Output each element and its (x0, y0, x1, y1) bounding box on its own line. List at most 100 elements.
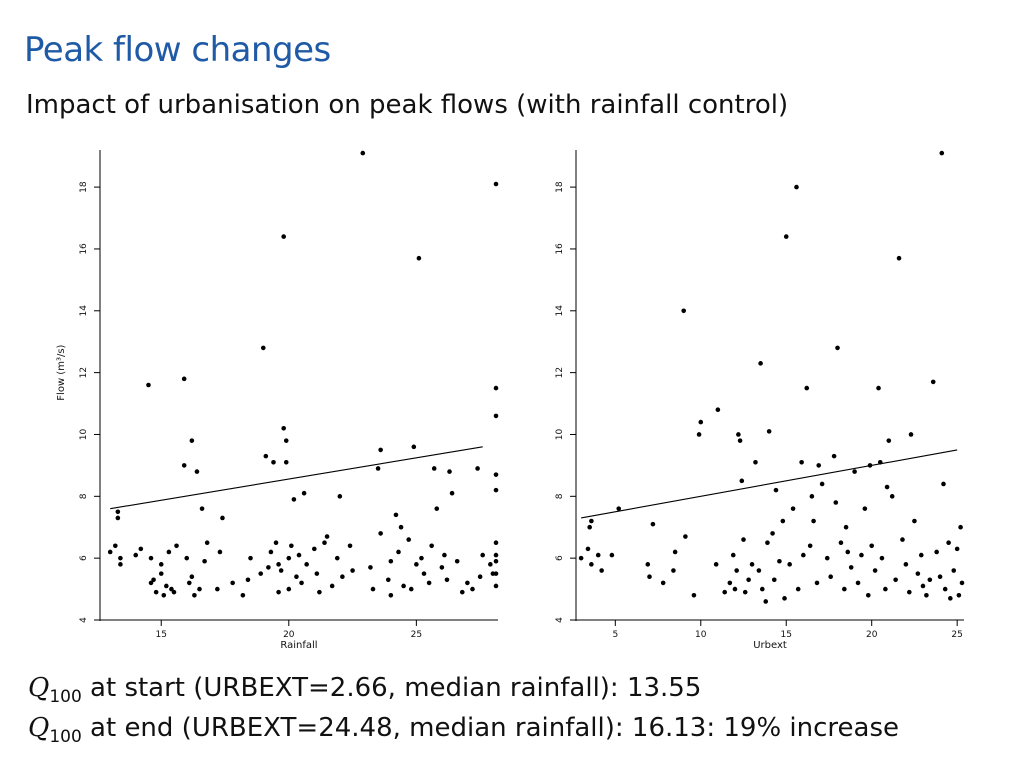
scatter-point (756, 568, 762, 573)
scatter-point (691, 592, 697, 598)
y-tick-label: 12 (555, 367, 565, 378)
scatter-point (115, 515, 121, 521)
scatter-point (801, 552, 806, 558)
scatter-point (115, 509, 121, 515)
scatter-point (181, 463, 187, 468)
scatter-point (780, 518, 786, 524)
y-tick-label: 12 (79, 367, 89, 378)
slide-subtitle: Impact of urbanisation on peak flows (wi… (26, 90, 789, 120)
scatter-point (907, 589, 912, 595)
scatter-point (151, 577, 156, 583)
scatter-point (375, 466, 381, 471)
scatter-point (350, 568, 355, 573)
x-axis-label: Rainfall (280, 640, 317, 651)
scatter-point (283, 438, 289, 443)
scatter-point (958, 524, 963, 530)
scatter-point (765, 540, 770, 545)
scatter-point (896, 255, 902, 261)
scatter-point (113, 543, 118, 549)
scatter-point (807, 543, 813, 549)
scatter-point (889, 494, 895, 499)
scatter-point (773, 487, 779, 493)
scatter-point (927, 577, 933, 583)
scatter-point (245, 577, 251, 583)
y-tick-label: 14 (555, 305, 565, 317)
scatter-point (166, 549, 172, 555)
scatter-point (918, 552, 924, 558)
scatter-point (138, 546, 144, 552)
scatter-point (869, 543, 875, 549)
scatter-point (924, 592, 929, 598)
stat-start-text: at start (URBEXT=2.66, median rainfall):… (81, 673, 702, 703)
scatter-point (920, 583, 926, 589)
scatter-point (814, 580, 820, 586)
scatter-point (760, 586, 765, 592)
scatter-point (337, 494, 343, 499)
scatter-point (388, 558, 394, 564)
scatter-point (903, 562, 909, 567)
scatter-point (197, 586, 202, 592)
scatter-point (153, 589, 159, 595)
scatter-point (660, 580, 666, 586)
scatter-point (276, 589, 281, 595)
scatter-point (202, 558, 207, 564)
scatter-point (956, 592, 962, 598)
scatter-point (954, 546, 960, 552)
scatter-point (360, 150, 366, 156)
scatter-point (146, 382, 151, 388)
scatter-point (442, 552, 447, 558)
scatter-point (378, 447, 383, 453)
scatter-point (672, 549, 678, 555)
scatter-point (737, 438, 743, 443)
scatter-point (809, 494, 815, 499)
scatter-point (317, 589, 322, 595)
scatter-point (876, 385, 881, 391)
scatter-point (946, 540, 951, 545)
scatter-point (414, 562, 419, 567)
scatter-point (886, 438, 892, 443)
scatter-point (174, 543, 179, 549)
y-tick-label: 8 (555, 493, 565, 499)
x-tick-label: 15 (781, 630, 792, 640)
x-tick-label: 5 (612, 630, 618, 640)
scatter-point (406, 537, 412, 542)
scatter-point (493, 181, 499, 187)
y-tick-label: 14 (79, 305, 89, 317)
scatter-point (411, 444, 417, 450)
scatter-point (912, 518, 917, 524)
scatter-point (951, 568, 957, 573)
scatter-point (828, 574, 833, 580)
scatter-point (872, 568, 878, 573)
scatter-point (312, 546, 317, 552)
scatter-point (771, 577, 777, 583)
scatter-point (959, 580, 965, 586)
scatter-point (388, 592, 394, 598)
scatter-point (416, 255, 422, 261)
scatter-point (879, 555, 885, 561)
scatter-point (301, 490, 307, 496)
stat-end-line: Q100 at end (URBEXT=24.48, median rainfa… (28, 713, 899, 747)
scatter-point (915, 571, 921, 576)
scatter-point (281, 234, 286, 239)
scatter-point (164, 583, 169, 589)
scatter-point (296, 552, 302, 558)
scatter-point (819, 481, 825, 487)
scatter-point (671, 568, 676, 573)
scatter-point (281, 425, 286, 431)
scatter-point (220, 515, 225, 521)
scatter-point (884, 484, 890, 490)
scatter-point (204, 540, 210, 545)
scatter-point (493, 583, 499, 589)
scatter-point (493, 487, 499, 493)
scatter-point (314, 571, 320, 576)
x-tick-label: 25 (951, 630, 962, 640)
scatter-point (650, 521, 656, 527)
scatter-point (286, 555, 292, 561)
scatter-point (816, 463, 822, 468)
scatter-point (734, 568, 739, 573)
scatter-point (766, 429, 772, 434)
scatter-point (454, 558, 460, 564)
scatter-point (647, 574, 652, 580)
urbext-scatter-plot: 4 6 8 10 12 14 16 18 5 10 15 20 25 Urbext (530, 140, 970, 670)
scatter-point (192, 592, 197, 598)
